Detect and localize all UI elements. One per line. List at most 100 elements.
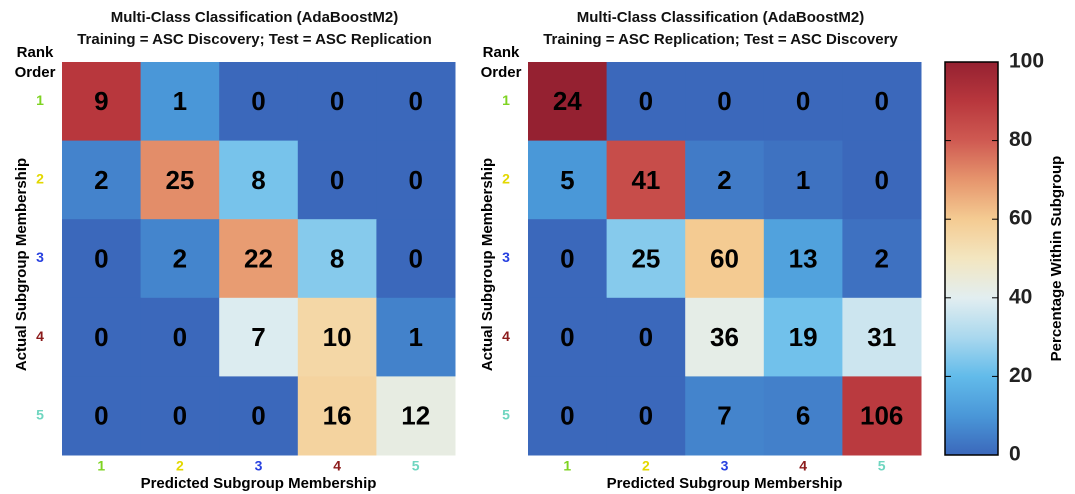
cell-value: 7 <box>251 322 265 352</box>
cell-value: 13 <box>789 243 818 273</box>
row-header: Rank <box>483 44 520 61</box>
cell-value: 9 <box>94 86 108 116</box>
y-axis-label: Actual Subgroup Membership <box>13 158 30 371</box>
cell-value: 0 <box>251 401 265 431</box>
y-tick-label: 2 <box>502 171 510 187</box>
cell-value: 0 <box>408 165 422 195</box>
heatmap-cell <box>219 62 299 142</box>
cell-value: 1 <box>796 165 810 195</box>
row-header: Order <box>481 64 522 81</box>
colorbar-tick-label: 0 <box>1009 443 1021 466</box>
y-tick-label: 3 <box>36 249 44 265</box>
heatmap-cell <box>297 140 377 220</box>
cell-value: 36 <box>710 322 739 352</box>
colorbar-label: Percentage Within Subgroup <box>1048 156 1065 362</box>
y-axis-label: Actual Subgroup Membership <box>479 158 496 371</box>
y-tick-label: 1 <box>36 92 44 108</box>
y-tick-label: 1 <box>502 92 510 108</box>
cell-value: 2 <box>94 165 108 195</box>
heatmap-cell <box>606 140 686 220</box>
x-axis-label: Predicted Subgroup Membership <box>607 475 843 492</box>
heatmap-cell <box>685 219 765 299</box>
cell-value: 0 <box>560 243 574 273</box>
cell-value: 0 <box>408 86 422 116</box>
cell-value: 41 <box>631 165 660 195</box>
heatmap-cell <box>297 376 377 456</box>
x-tick-label: 1 <box>97 458 105 474</box>
heatmap-cell <box>842 297 922 377</box>
heatmap-cell <box>763 140 843 220</box>
chart-subtitle: Training = ASC Discovery; Test = ASC Rep… <box>77 31 432 48</box>
cell-value: 0 <box>330 165 344 195</box>
y-tick-label: 2 <box>36 171 44 187</box>
heatmap-cell <box>606 376 686 456</box>
cell-value: 25 <box>165 165 194 195</box>
heatmap-cell <box>376 219 456 299</box>
cell-value: 25 <box>631 243 660 273</box>
cell-value: 0 <box>639 322 653 352</box>
heatmap-cell <box>528 140 608 220</box>
row-header: Rank <box>17 44 54 61</box>
heatmap-cell <box>62 140 142 220</box>
cell-value: 0 <box>173 322 187 352</box>
x-tick-label: 3 <box>721 458 729 474</box>
cell-value: 8 <box>251 165 265 195</box>
cell-value: 24 <box>553 86 582 116</box>
heatmap-cell <box>606 219 686 299</box>
cell-value: 19 <box>789 322 818 352</box>
x-tick-label: 5 <box>412 458 420 474</box>
cell-value: 1 <box>408 322 422 352</box>
heatmap-cell <box>62 376 142 456</box>
heatmap-cell <box>606 297 686 377</box>
cell-value: 2 <box>717 165 731 195</box>
y-tick-label: 3 <box>502 249 510 265</box>
cell-value: 0 <box>173 401 187 431</box>
heatmap-cell <box>140 62 220 142</box>
cell-value: 0 <box>560 401 574 431</box>
cell-value: 0 <box>408 243 422 273</box>
y-tick-label: 4 <box>36 328 44 344</box>
x-tick-label: 3 <box>255 458 263 474</box>
heatmap-cell <box>685 297 765 377</box>
heatmap-cell <box>219 219 299 299</box>
heatmap-cell <box>140 297 220 377</box>
colorbar-tick-label: 60 <box>1009 207 1032 230</box>
heatmap-cell <box>528 376 608 456</box>
colorbar <box>944 61 999 456</box>
cell-value: 1 <box>173 86 187 116</box>
x-tick-label: 2 <box>642 458 650 474</box>
cell-value: 0 <box>796 86 810 116</box>
chart-title: Multi-Class Classification (AdaBoostM2) <box>111 9 399 26</box>
cell-value: 0 <box>560 322 574 352</box>
heatmap-cell <box>842 376 922 456</box>
x-tick-label: 1 <box>563 458 571 474</box>
heatmap-cell <box>763 297 843 377</box>
cell-value: 106 <box>860 401 903 431</box>
heatmap-cell <box>528 297 608 377</box>
cell-value: 6 <box>796 401 810 431</box>
heatmap-cell <box>528 219 608 299</box>
x-tick-label: 5 <box>878 458 886 474</box>
heatmap-cell <box>685 140 765 220</box>
cell-value: 31 <box>867 322 896 352</box>
x-tick-label: 2 <box>176 458 184 474</box>
heatmap-cell <box>219 297 299 377</box>
heatmap-cell <box>140 140 220 220</box>
heatmap-cell <box>685 62 765 142</box>
cell-value: 0 <box>94 401 108 431</box>
y-tick-label: 5 <box>502 406 510 422</box>
cell-value: 0 <box>717 86 731 116</box>
cell-value: 2 <box>874 243 888 273</box>
chart-title: Multi-Class Classification (AdaBoostM2) <box>577 9 865 26</box>
cell-value: 0 <box>94 322 108 352</box>
cell-value: 22 <box>244 243 273 273</box>
cell-value: 0 <box>874 86 888 116</box>
heatmap-cell <box>763 219 843 299</box>
heatmap-cell <box>140 219 220 299</box>
heatmap-cell <box>685 376 765 456</box>
heatmap-cell <box>376 376 456 456</box>
cell-value: 0 <box>251 86 265 116</box>
heatmap-cell <box>376 62 456 142</box>
heatmap-cell <box>763 376 843 456</box>
